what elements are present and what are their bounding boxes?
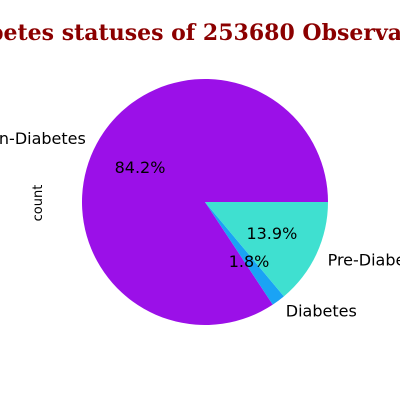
category-label: Pre-Diabetes bbox=[328, 250, 400, 269]
category-label: Non-Diabetes bbox=[0, 129, 86, 148]
percent-label: 84.2% bbox=[115, 158, 166, 177]
y-axis-label: count bbox=[31, 185, 46, 222]
chart-title: Diabetes statuses of 253680 Observations bbox=[0, 20, 400, 46]
pie-slices bbox=[82, 79, 328, 325]
percent-label: 1.8% bbox=[229, 252, 270, 271]
category-label: Diabetes bbox=[286, 302, 357, 321]
percent-label: 13.9% bbox=[246, 224, 297, 243]
